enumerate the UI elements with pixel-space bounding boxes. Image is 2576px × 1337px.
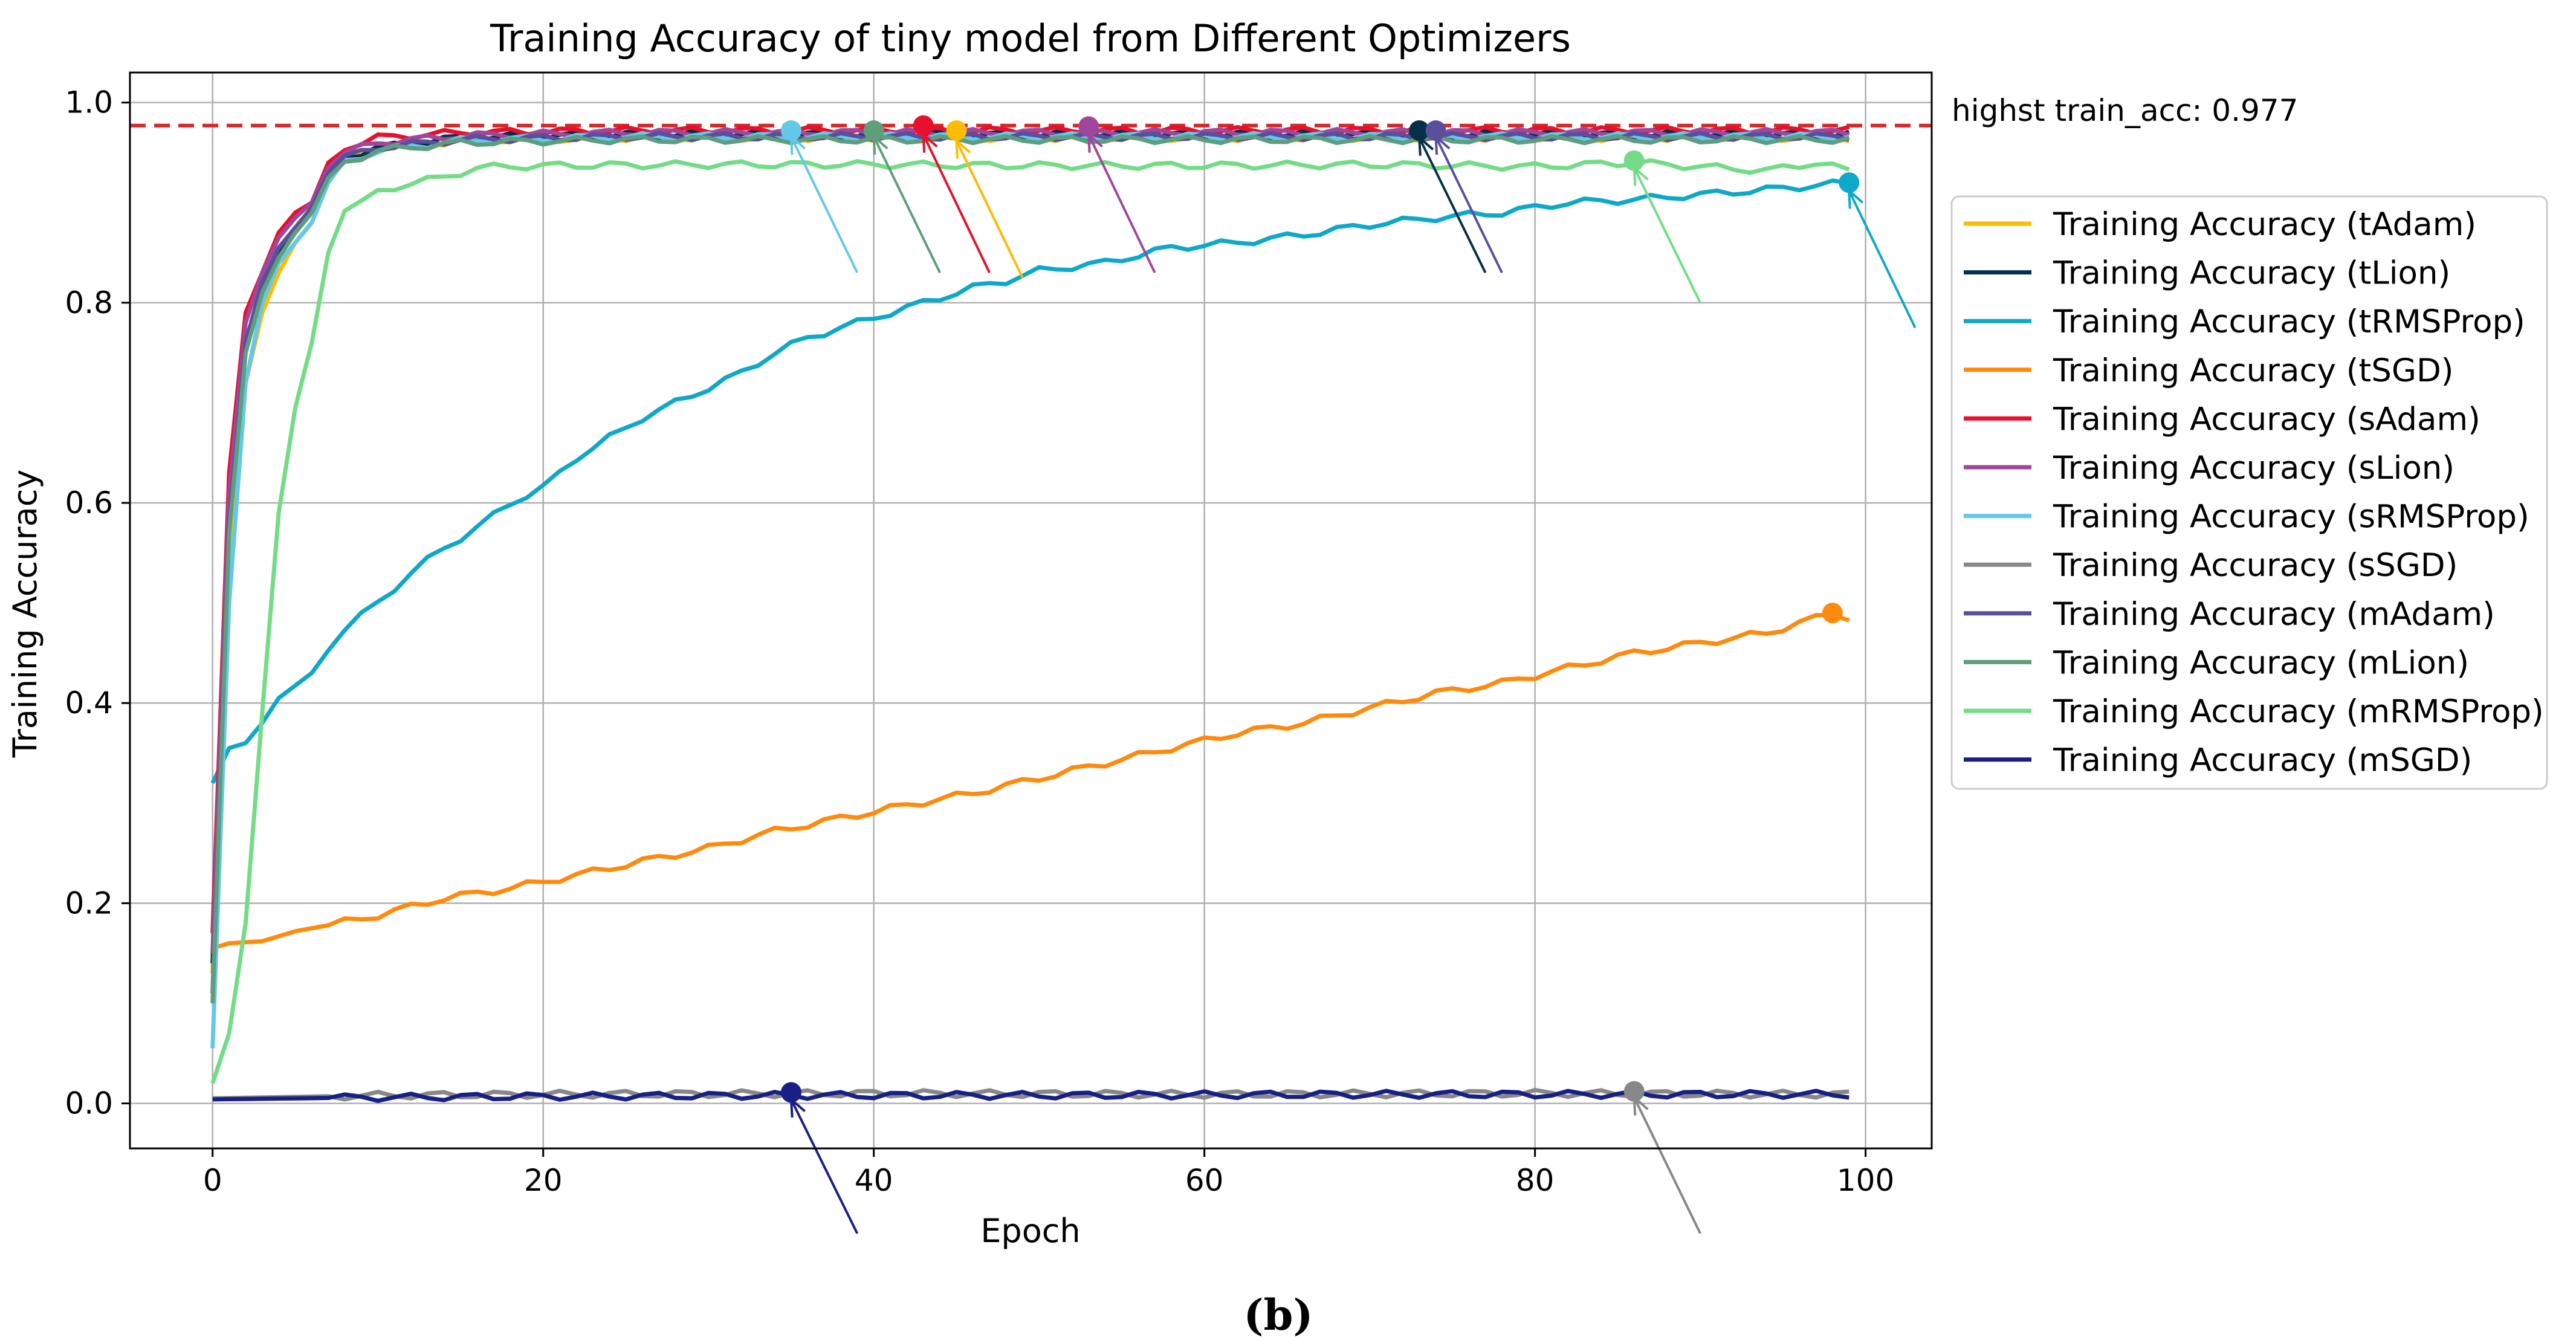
x-tick-label: 0	[203, 1163, 222, 1198]
annotation-arrow-line	[1848, 190, 1917, 329]
y-tick-label: 0.8	[65, 285, 113, 320]
max-point-marker	[863, 120, 884, 141]
series-line	[212, 613, 1850, 951]
annotation-arrow-layer	[789, 132, 1917, 1234]
max-point-marker	[946, 120, 967, 141]
annotation-arrow-line	[1633, 1096, 1701, 1234]
y-tick-label: 0.6	[65, 485, 113, 520]
legend-label: Training Accuracy (tSGD)	[2053, 352, 2453, 389]
y-tick-label: 1.0	[65, 85, 113, 120]
legend-label: Training Accuracy (sSGD)	[2053, 547, 2458, 584]
annotation-arrow-head	[1434, 134, 1451, 155]
series-line	[210, 158, 1850, 1084]
annotation-arrow-head	[1633, 164, 1649, 186]
max-point-marker	[1822, 603, 1843, 624]
series-line	[210, 178, 1849, 785]
series-line	[210, 129, 1850, 963]
max-point-marker	[1623, 1081, 1645, 1102]
series-line	[210, 125, 1850, 934]
legend-label: Training Accuracy (tLion)	[2053, 255, 2450, 292]
annotation-arrow-head	[872, 134, 888, 155]
legend-box	[1950, 195, 2548, 790]
max-point-marker	[780, 120, 801, 141]
annotation-arrow-line	[955, 140, 1024, 279]
annotation-arrow-line	[1418, 137, 1487, 274]
annotation-arrow-line	[790, 1098, 859, 1234]
x-tick-label: 20	[524, 1163, 563, 1198]
grid	[130, 73, 1932, 1148]
max-point-marker	[1409, 120, 1430, 141]
annotation-arrow-head	[955, 137, 971, 159]
annotation-arrow-line	[790, 136, 859, 274]
max-point-marker	[1078, 116, 1099, 137]
series-line	[210, 131, 1849, 1049]
highest-accuracy-annotation: highst train_acc: 0.977	[1952, 93, 2298, 128]
series-line	[210, 134, 1850, 1004]
series-line	[210, 132, 1849, 974]
x-tick-label: 60	[1185, 1163, 1224, 1198]
max-marker-layer	[780, 115, 1860, 1103]
annotation-arrow-line	[1633, 167, 1701, 303]
annotation-arrow-head	[1633, 1094, 1649, 1116]
series-line	[210, 127, 1850, 954]
annotation-arrow-line	[872, 136, 941, 274]
chart-title: Training Accuracy of tiny model from Dif…	[490, 16, 1571, 60]
series-line	[210, 131, 1850, 994]
legend-label: Training Accuracy (mLion)	[2053, 644, 2469, 681]
annotation-arrow-head	[1417, 135, 1434, 156]
annotation-arrow-head	[789, 1096, 806, 1118]
annotation-arrow-head	[1087, 132, 1104, 153]
legend-label: Training Accuracy (sLion)	[2053, 450, 2455, 487]
x-axis-label: Epoch	[980, 1212, 1080, 1250]
x-tick-label: 100	[1837, 1163, 1894, 1198]
annotation-arrow-line	[1434, 136, 1503, 274]
annotation-arrow-line	[1087, 134, 1156, 274]
max-point-marker	[1425, 120, 1446, 141]
series-layer	[210, 125, 1850, 1103]
figure-caption: (b)	[1243, 1290, 1313, 1337]
legend-label: Training Accuracy (tRMSProp)	[2053, 303, 2525, 340]
y-axis-label: Training Accuracy	[6, 470, 44, 759]
max-point-marker	[913, 115, 934, 136]
legend-label: Training Accuracy (mAdam)	[2053, 596, 2495, 633]
max-point-marker	[1839, 172, 1860, 193]
annotation-arrow-line	[922, 134, 991, 274]
y-tick-label: 0.0	[65, 1086, 113, 1121]
legend-label: Training Accuracy (mSGD)	[2053, 742, 2472, 779]
legend-label: Training Accuracy (mRMSProp)	[2053, 693, 2544, 730]
legend: Training Accuracy (tAdam) Training Accura…	[1950, 195, 2548, 790]
annotation-arrow-head	[789, 134, 806, 155]
y-tick-label: 0.2	[65, 885, 113, 921]
legend-label: Training Accuracy (sAdam)	[2053, 401, 2481, 438]
x-tick-label: 40	[855, 1163, 893, 1198]
legend-label: Training Accuracy (tAdam)	[2053, 206, 2476, 243]
annotation-arrow-head	[922, 132, 938, 153]
max-point-marker	[1623, 150, 1645, 171]
plot-frame	[129, 71, 1933, 1150]
y-tick-label: 0.4	[65, 685, 113, 720]
series-line	[212, 1089, 1849, 1103]
axis-ticks: 0 20 40 60 80 100 0.0 0.2 0.4 0.6 0.8 1.0	[65, 85, 1894, 1198]
max-point-marker	[780, 1082, 801, 1103]
legend-label: Training Accuracy (sRMSProp)	[2053, 499, 2529, 536]
annotation-arrow-head	[1848, 187, 1864, 209]
x-tick-label: 80	[1516, 1163, 1555, 1198]
